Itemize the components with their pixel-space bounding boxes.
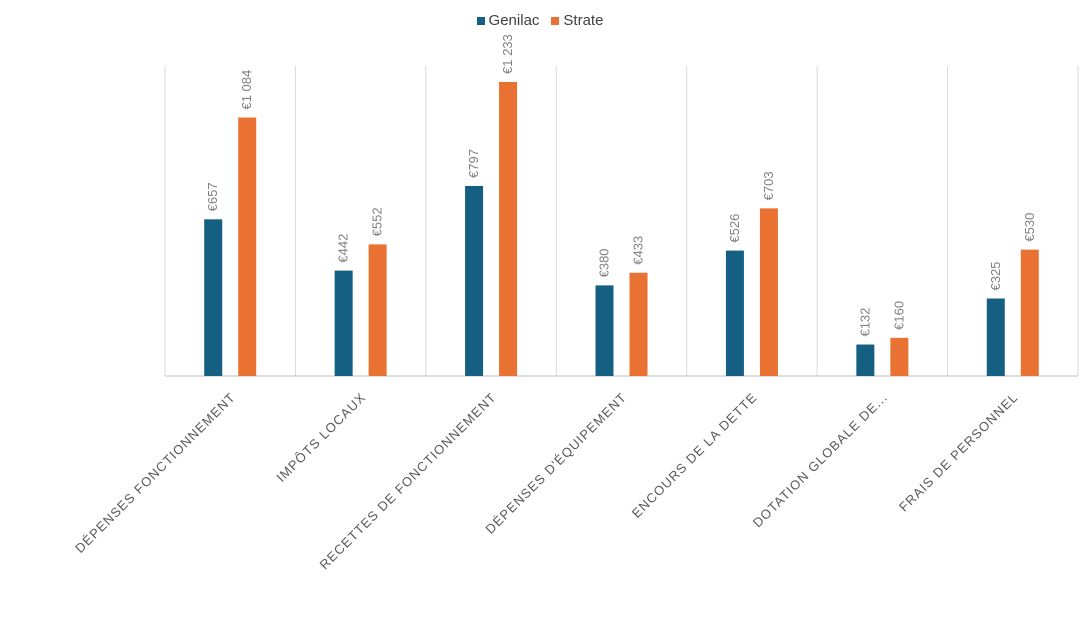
legend-item-strate: Strate bbox=[551, 12, 603, 29]
legend-label-strate: Strate bbox=[563, 12, 604, 29]
bar-strate-5 bbox=[890, 337, 909, 376]
bar-strate-4 bbox=[759, 208, 778, 376]
bar-genilac-0 bbox=[204, 219, 223, 376]
bar-genilac-5 bbox=[856, 344, 875, 376]
bar-genilac-4 bbox=[725, 250, 744, 376]
bar-strate-0 bbox=[238, 117, 257, 376]
bar-strate-6 bbox=[1020, 249, 1039, 376]
bar-strate-1 bbox=[368, 244, 387, 376]
bar-genilac-2 bbox=[465, 185, 484, 376]
legend: Genilac Strate bbox=[0, 12, 1080, 29]
data-label-strate-1: €552 bbox=[370, 207, 385, 236]
data-label-strate-0: €1 084 bbox=[239, 70, 254, 110]
legend-swatch-strate bbox=[551, 16, 560, 25]
data-label-genilac-2: €797 bbox=[466, 149, 481, 178]
category-label-6: FRAIS DE PERSONNEL bbox=[896, 390, 1021, 515]
data-label-strate-6: €530 bbox=[1022, 213, 1037, 242]
legend-item-genilac: Genilac bbox=[476, 12, 540, 29]
data-label-strate-5: €160 bbox=[891, 301, 906, 330]
data-label-strate-2: €1 233 bbox=[500, 34, 515, 74]
bar-strate-2 bbox=[499, 81, 518, 376]
legend-label-genilac: Genilac bbox=[488, 12, 540, 29]
category-label-1: IMPÔTS LOCAUX bbox=[273, 390, 368, 485]
legend-swatch-genilac bbox=[476, 16, 485, 25]
data-label-genilac-6: €325 bbox=[988, 262, 1003, 291]
data-label-genilac-0: €657 bbox=[205, 182, 220, 211]
bar-strate-3 bbox=[629, 272, 648, 376]
data-label-genilac-5: €132 bbox=[857, 308, 872, 337]
data-label-genilac-1: €442 bbox=[336, 234, 351, 263]
category-label-0: DÉPENSES FONCTIONNEMENT bbox=[72, 390, 238, 556]
category-label-3: DÉPENSES D'ÉQUIPEMENT bbox=[482, 390, 629, 537]
category-label-5: DOTATION GLOBALE DE... bbox=[750, 390, 891, 531]
bar-genilac-6 bbox=[986, 298, 1005, 376]
data-label-genilac-3: €380 bbox=[597, 248, 612, 277]
data-label-strate-4: €703 bbox=[761, 171, 776, 200]
bar-genilac-1 bbox=[334, 270, 353, 376]
category-label-4: ENCOURS DE LA DETTE bbox=[629, 390, 760, 521]
data-label-genilac-4: €526 bbox=[727, 214, 742, 243]
bar-genilac-3 bbox=[595, 285, 614, 376]
data-label-strate-3: €433 bbox=[631, 236, 646, 265]
